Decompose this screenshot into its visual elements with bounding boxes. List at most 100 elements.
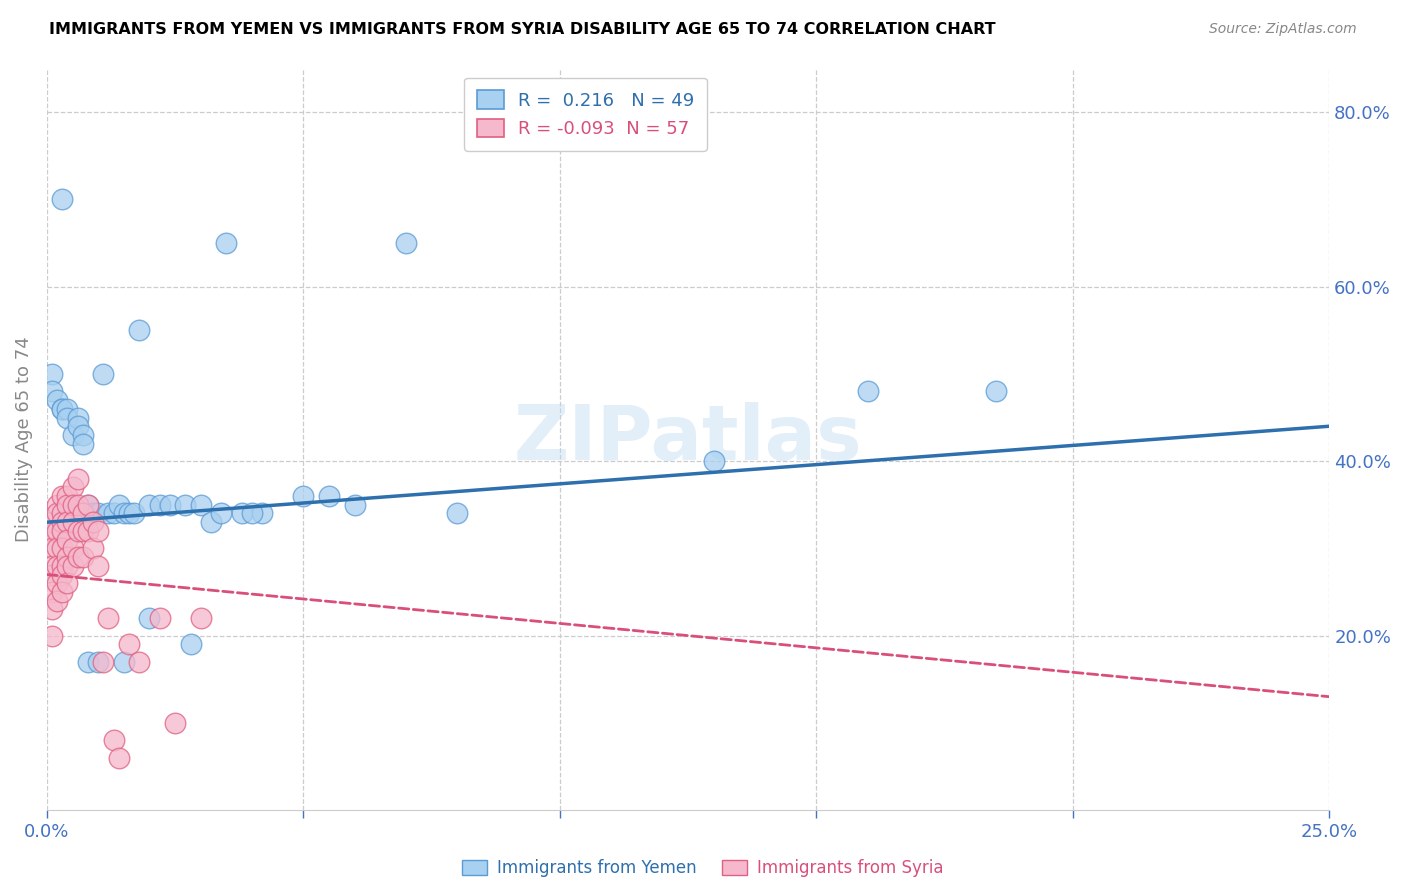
Point (118, 637, 141, 651)
Point (66, 410, 89, 425)
Text: IMMIGRANTS FROM YEMEN VS IMMIGRANTS FROM SYRIA DISABILITY AGE 65 TO 74 CORRELATI: IMMIGRANTS FROM YEMEN VS IMMIGRANTS FROM… (49, 22, 995, 37)
Point (128, 655, 150, 669)
Point (82, 507, 104, 521)
Point (77, 498, 100, 512)
Point (91, 367, 114, 381)
Point (41, 515, 63, 529)
Point (51, 515, 73, 529)
Point (180, 637, 202, 651)
Point (56, 576, 79, 591)
Point (41, 585, 63, 599)
Point (56, 533, 79, 547)
Point (231, 507, 253, 521)
Point (56, 401, 79, 416)
Point (446, 507, 468, 521)
Point (56, 550, 79, 565)
Point (56, 515, 79, 529)
Point (165, 715, 187, 730)
Point (112, 507, 135, 521)
Point (87, 655, 110, 669)
Point (62, 515, 84, 529)
Point (51, 489, 73, 503)
Point (200, 515, 222, 529)
Point (107, 751, 129, 765)
Point (91, 655, 114, 669)
Point (112, 655, 135, 669)
Point (66, 524, 89, 538)
Point (51, 193, 73, 207)
Point (190, 611, 212, 625)
Point (41, 629, 63, 643)
Point (103, 507, 125, 521)
Point (159, 498, 181, 512)
Point (103, 733, 125, 747)
Point (56, 558, 79, 573)
Point (46, 524, 69, 538)
Point (318, 489, 340, 503)
Point (62, 558, 84, 573)
Point (856, 384, 879, 399)
Point (107, 498, 129, 512)
Point (292, 489, 315, 503)
Point (46, 558, 69, 573)
Point (51, 507, 73, 521)
Point (51, 567, 73, 582)
Point (190, 498, 212, 512)
Text: ZIPatlas: ZIPatlas (513, 402, 862, 476)
Point (41, 384, 63, 399)
Point (41, 541, 63, 556)
Point (82, 541, 104, 556)
Point (66, 550, 89, 565)
Point (46, 593, 69, 607)
Point (343, 498, 366, 512)
Point (240, 507, 263, 521)
Point (97, 507, 120, 521)
Point (46, 576, 69, 591)
Point (46, 498, 69, 512)
Point (72, 550, 94, 565)
Point (395, 235, 418, 250)
Text: Source: ZipAtlas.com: Source: ZipAtlas.com (1209, 22, 1357, 37)
Point (66, 498, 89, 512)
Point (72, 524, 94, 538)
Point (51, 541, 73, 556)
Point (56, 498, 79, 512)
Point (72, 436, 94, 450)
Point (72, 507, 94, 521)
Point (138, 611, 160, 625)
Point (97, 611, 120, 625)
Point (703, 454, 725, 468)
Point (138, 498, 160, 512)
Point (118, 507, 141, 521)
Point (62, 428, 84, 442)
Point (51, 401, 73, 416)
Point (174, 498, 197, 512)
Point (66, 472, 89, 486)
Point (51, 585, 73, 599)
Point (87, 524, 110, 538)
Legend: R =  0.216   N = 49, R = -0.093  N = 57: R = 0.216 N = 49, R = -0.093 N = 57 (464, 78, 707, 151)
Point (77, 498, 100, 512)
Point (62, 498, 84, 512)
Point (62, 541, 84, 556)
Point (62, 498, 84, 512)
Point (149, 611, 172, 625)
Point (252, 507, 274, 521)
Point (56, 489, 79, 503)
Point (215, 235, 238, 250)
Point (51, 524, 73, 538)
Y-axis label: Disability Age 65 to 74: Disability Age 65 to 74 (15, 336, 32, 542)
Point (46, 392, 69, 407)
Point (87, 558, 110, 573)
Point (41, 602, 63, 616)
Point (77, 524, 100, 538)
Point (41, 524, 63, 538)
Point (66, 419, 89, 434)
Point (46, 541, 69, 556)
Point (209, 507, 232, 521)
Point (984, 384, 1007, 399)
Point (56, 410, 79, 425)
Point (87, 507, 110, 521)
Point (41, 558, 63, 573)
Point (77, 655, 100, 669)
